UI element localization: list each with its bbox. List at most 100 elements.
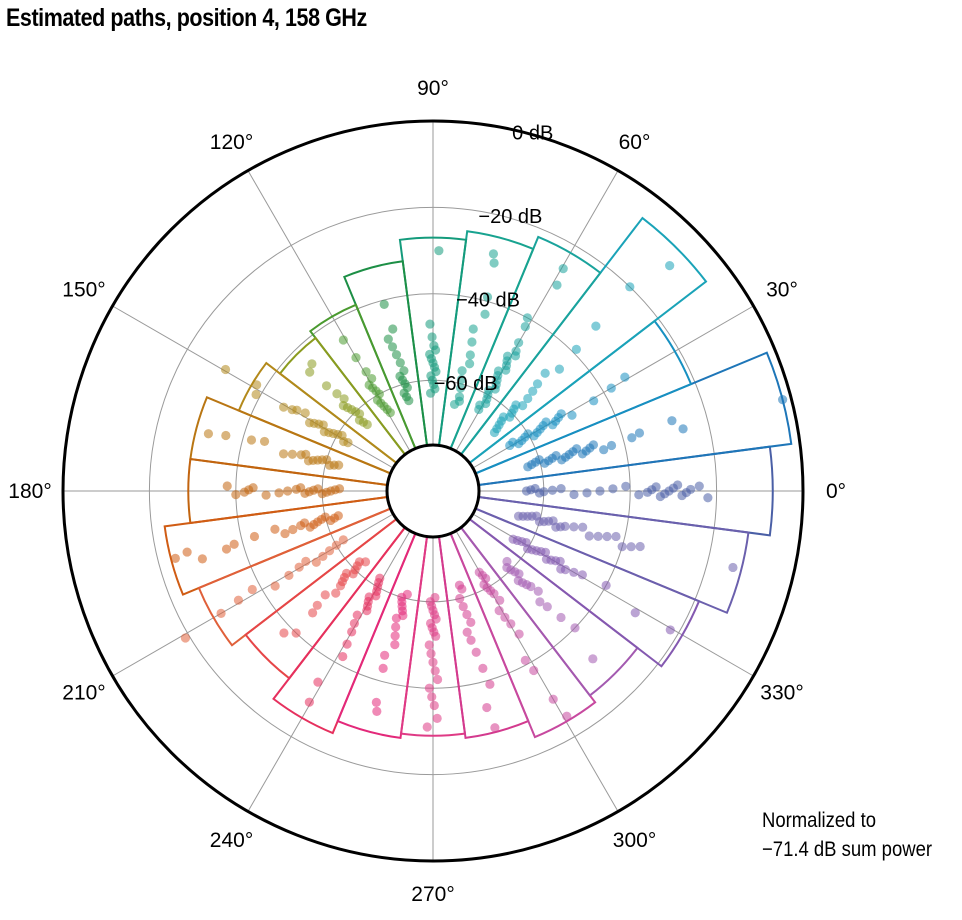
path-point xyxy=(312,600,322,610)
sector-outline-240 xyxy=(272,526,417,735)
path-point xyxy=(588,654,598,664)
path-point xyxy=(485,679,495,689)
path-point xyxy=(694,481,704,491)
path-point xyxy=(634,490,644,500)
path-point xyxy=(339,394,349,404)
path-point xyxy=(480,309,490,319)
path-point xyxy=(569,567,579,577)
path-point xyxy=(471,647,481,657)
path-point xyxy=(513,576,523,586)
path-point xyxy=(457,366,467,376)
path-point xyxy=(520,321,530,332)
path-point xyxy=(547,485,558,495)
path-point xyxy=(535,597,545,607)
grid-circle xyxy=(148,206,718,776)
path-point xyxy=(521,486,532,496)
sector-outline-105 xyxy=(343,260,428,449)
path-point xyxy=(466,635,476,645)
path-point xyxy=(514,338,524,348)
path-point xyxy=(426,649,436,659)
path-point xyxy=(678,424,688,434)
path-point xyxy=(391,622,401,632)
path-point xyxy=(349,618,359,629)
path-point xyxy=(635,541,645,552)
path-point xyxy=(548,694,558,704)
path-point xyxy=(508,534,518,544)
path-point xyxy=(468,324,478,334)
path-point xyxy=(569,522,579,532)
sector-outline-255 xyxy=(336,533,428,740)
path-point xyxy=(332,389,342,399)
path-point xyxy=(229,539,239,549)
angle-label-90: 90° xyxy=(417,77,449,100)
path-point xyxy=(424,640,434,650)
path-point xyxy=(390,631,400,641)
path-point xyxy=(570,623,580,633)
path-point xyxy=(466,617,476,627)
path-point xyxy=(343,437,353,448)
path-point xyxy=(321,381,332,391)
path-point xyxy=(288,524,298,535)
path-point xyxy=(490,723,500,733)
path-point xyxy=(270,581,280,591)
path-point xyxy=(606,440,617,451)
path-point xyxy=(430,592,440,603)
path-point xyxy=(465,359,475,369)
path-point xyxy=(352,610,362,620)
path-point xyxy=(608,484,618,494)
path-point xyxy=(617,542,627,552)
path-point xyxy=(233,595,244,605)
path-point xyxy=(455,593,465,604)
path-point xyxy=(331,540,341,550)
path-point xyxy=(427,692,437,702)
path-point xyxy=(518,401,528,411)
path-point xyxy=(462,609,472,620)
path-point xyxy=(655,491,665,502)
sector-outline-75 xyxy=(438,230,535,449)
path-point xyxy=(383,334,393,344)
path-point xyxy=(552,280,562,290)
path-point xyxy=(338,651,348,662)
path-point xyxy=(482,702,492,713)
path-point xyxy=(222,481,232,491)
path-point xyxy=(379,299,389,309)
angle-label-240: 240° xyxy=(210,829,253,852)
path-point xyxy=(291,628,301,638)
path-point xyxy=(554,364,565,374)
path-point xyxy=(279,628,289,638)
path-point xyxy=(513,511,524,521)
path-point xyxy=(582,488,592,498)
path-point xyxy=(571,344,581,354)
path-point xyxy=(375,573,385,583)
path-point xyxy=(449,399,460,410)
angle-label-30: 30° xyxy=(766,279,798,302)
path-point xyxy=(304,697,314,707)
path-point xyxy=(667,416,677,426)
path-point xyxy=(331,588,341,598)
path-point xyxy=(351,353,361,363)
path-point xyxy=(529,665,539,676)
path-point xyxy=(221,544,232,554)
path-point xyxy=(494,606,504,616)
radial-label: −20 dB xyxy=(478,206,542,228)
path-point xyxy=(533,586,543,596)
angle-label-270: 270° xyxy=(411,883,454,906)
path-point xyxy=(261,490,271,500)
path-point xyxy=(556,564,566,574)
path-point xyxy=(300,408,310,418)
path-point xyxy=(642,487,653,497)
path-point xyxy=(231,490,241,500)
path-point xyxy=(318,420,328,430)
path-point xyxy=(542,602,552,612)
radial-label: 0 dB xyxy=(512,123,553,145)
path-point xyxy=(252,380,262,390)
sector-outline-120 xyxy=(308,303,417,456)
path-point xyxy=(182,547,192,557)
path-point xyxy=(333,511,343,521)
path-point xyxy=(528,386,538,396)
path-point xyxy=(474,567,484,577)
path-point xyxy=(540,368,550,378)
path-point xyxy=(292,405,302,415)
path-point xyxy=(385,408,395,418)
path-point xyxy=(324,546,335,556)
